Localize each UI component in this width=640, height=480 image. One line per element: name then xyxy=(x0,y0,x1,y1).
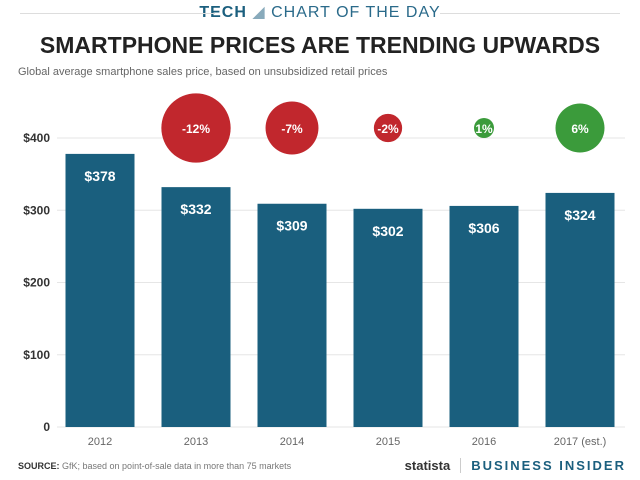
change-label: 1% xyxy=(475,122,493,136)
business-insider-logo: BUSINESS INSIDER xyxy=(460,458,626,473)
y-tick-label: $100 xyxy=(23,348,50,362)
bar xyxy=(161,187,231,427)
bar-value-label: $302 xyxy=(372,223,403,239)
source-label: SOURCE: xyxy=(18,461,60,471)
y-tick-label: $300 xyxy=(23,203,50,217)
x-tick-label: 2016 xyxy=(472,436,496,448)
change-bubble xyxy=(373,113,403,143)
change-label: 6% xyxy=(571,122,589,136)
source-text: GfK; based on point-of-sale data in more… xyxy=(59,461,292,471)
chart-subtitle: Global average smartphone sales price, b… xyxy=(18,66,388,78)
bar xyxy=(353,208,423,427)
logos: statista BUSINESS INSIDER xyxy=(405,458,626,473)
change-bubble xyxy=(555,103,605,153)
x-tick-label: 2017 (est.) xyxy=(554,436,607,448)
bar xyxy=(257,203,327,427)
change-label: -2% xyxy=(377,122,399,136)
divider xyxy=(440,13,620,14)
header-label: CHART OF THE DAY xyxy=(271,4,441,21)
bar xyxy=(449,205,519,427)
x-tick-label: 2015 xyxy=(376,436,400,448)
bar xyxy=(545,192,615,427)
y-tick-label: $400 xyxy=(23,131,50,145)
statista-logo: statista xyxy=(404,458,451,473)
bar-value-label: $324 xyxy=(564,207,595,223)
x-tick-label: 2014 xyxy=(280,436,304,448)
header-banner: TECH ◢ CHART OF THE DAY xyxy=(0,2,640,22)
x-tick-label: 2012 xyxy=(88,436,112,448)
bar xyxy=(65,153,135,427)
change-label: -12% xyxy=(182,122,210,136)
source-note: SOURCE: GfK; based on point-of-sale data… xyxy=(18,461,291,471)
bar-value-label: $309 xyxy=(276,218,307,234)
change-bubble xyxy=(265,101,319,155)
plot: 0 $100 $200 $300 $400 $378 2012 $332 2013 -12% $30… xyxy=(23,93,625,448)
bar-value-label: $332 xyxy=(180,201,211,217)
bar-value-label: $306 xyxy=(468,220,499,236)
change-bubble xyxy=(161,93,231,163)
change-label: -7% xyxy=(281,122,303,136)
x-tick-label: 2013 xyxy=(184,436,208,448)
divider xyxy=(20,13,215,14)
change-bubble xyxy=(474,118,494,138)
chart-icon: ◢ xyxy=(252,4,266,21)
y-tick-label: $200 xyxy=(23,276,50,290)
chart-title: SMARTPHONE PRICES ARE TRENDING UPWARDS xyxy=(39,32,601,58)
y-tick-label: 0 xyxy=(43,420,50,434)
section-label: TECH xyxy=(199,4,247,21)
bar-value-label: $378 xyxy=(84,168,115,184)
